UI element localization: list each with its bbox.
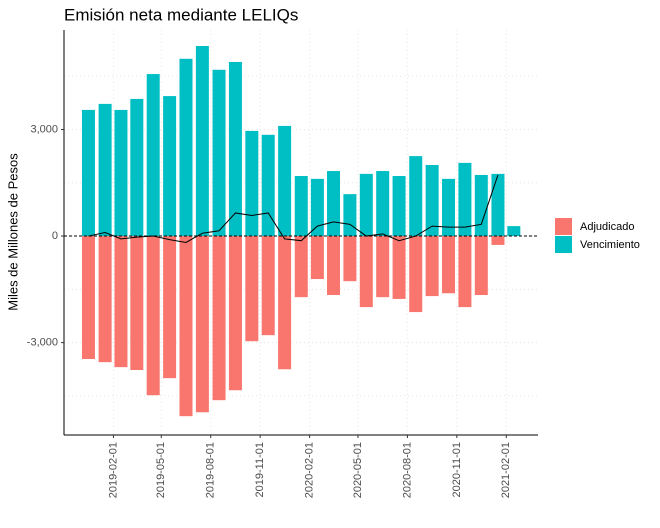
bar (228, 236, 242, 391)
legend-label: Adjudicado (580, 221, 634, 233)
bar (409, 156, 423, 237)
bar (310, 178, 324, 237)
legend-label: Vencimiento (580, 239, 640, 251)
bar (458, 162, 472, 237)
y-tick-label: 3,000 (30, 123, 58, 135)
bar (376, 236, 390, 298)
bar (343, 194, 357, 237)
bar (146, 236, 160, 396)
x-tick-label: 2019-11-01 (254, 442, 266, 497)
bar (130, 98, 144, 237)
bar (409, 236, 423, 313)
bar (392, 176, 406, 237)
bar (195, 236, 209, 413)
bar (491, 236, 505, 245)
bar (442, 236, 456, 294)
x-tick-label: 2019-05-01 (155, 442, 167, 498)
bar (442, 178, 456, 237)
bar (130, 236, 144, 370)
bar (195, 45, 209, 237)
bar (179, 58, 193, 237)
bar (474, 236, 488, 296)
bar (507, 226, 521, 237)
x-tick-label: 2019-02-01 (107, 442, 119, 498)
bar (458, 236, 472, 308)
x-tick-label: 2020-05-01 (352, 442, 364, 498)
bar (294, 176, 308, 237)
bar (114, 109, 128, 237)
bar (179, 236, 193, 417)
bar (163, 96, 177, 237)
bar (392, 236, 406, 299)
bar (359, 173, 373, 237)
y-tick-label: -3,000 (27, 337, 58, 349)
bar (294, 236, 308, 298)
chart-title: Emisión neta mediante LELIQs (64, 5, 298, 24)
bar (261, 134, 275, 237)
bar (425, 165, 439, 237)
bar (98, 236, 112, 363)
x-tick-label: 2021-02-01 (500, 442, 512, 498)
bar (491, 173, 505, 237)
bar (278, 125, 292, 237)
y-axis-label: Miles de Millones de Pesos (5, 153, 20, 311)
bar (310, 236, 324, 280)
bar (359, 236, 373, 308)
bar (228, 61, 242, 237)
bar (474, 174, 488, 237)
bar (343, 236, 357, 282)
y-tick-label: 0 (52, 230, 58, 242)
legend-swatch (555, 218, 572, 235)
x-tick-label: 2020-11-01 (451, 442, 463, 497)
x-tick-label: 2020-08-01 (401, 442, 413, 498)
bar (278, 236, 292, 370)
bar (376, 171, 390, 237)
bar (163, 236, 177, 379)
bar (81, 236, 95, 359)
bar (81, 109, 95, 237)
legend-swatch (555, 236, 572, 253)
bar (245, 236, 259, 342)
bar (261, 236, 275, 336)
bar (327, 171, 341, 237)
bar (425, 236, 439, 297)
x-tick-label: 2019-08-01 (205, 442, 217, 498)
bar (245, 130, 259, 237)
bar (212, 69, 226, 237)
bar (212, 236, 226, 401)
net-line (88, 174, 499, 243)
bar (114, 236, 128, 368)
x-tick-label: 2020-02-01 (304, 442, 316, 498)
bar (98, 103, 112, 237)
bar (146, 74, 160, 237)
bar (327, 236, 341, 296)
